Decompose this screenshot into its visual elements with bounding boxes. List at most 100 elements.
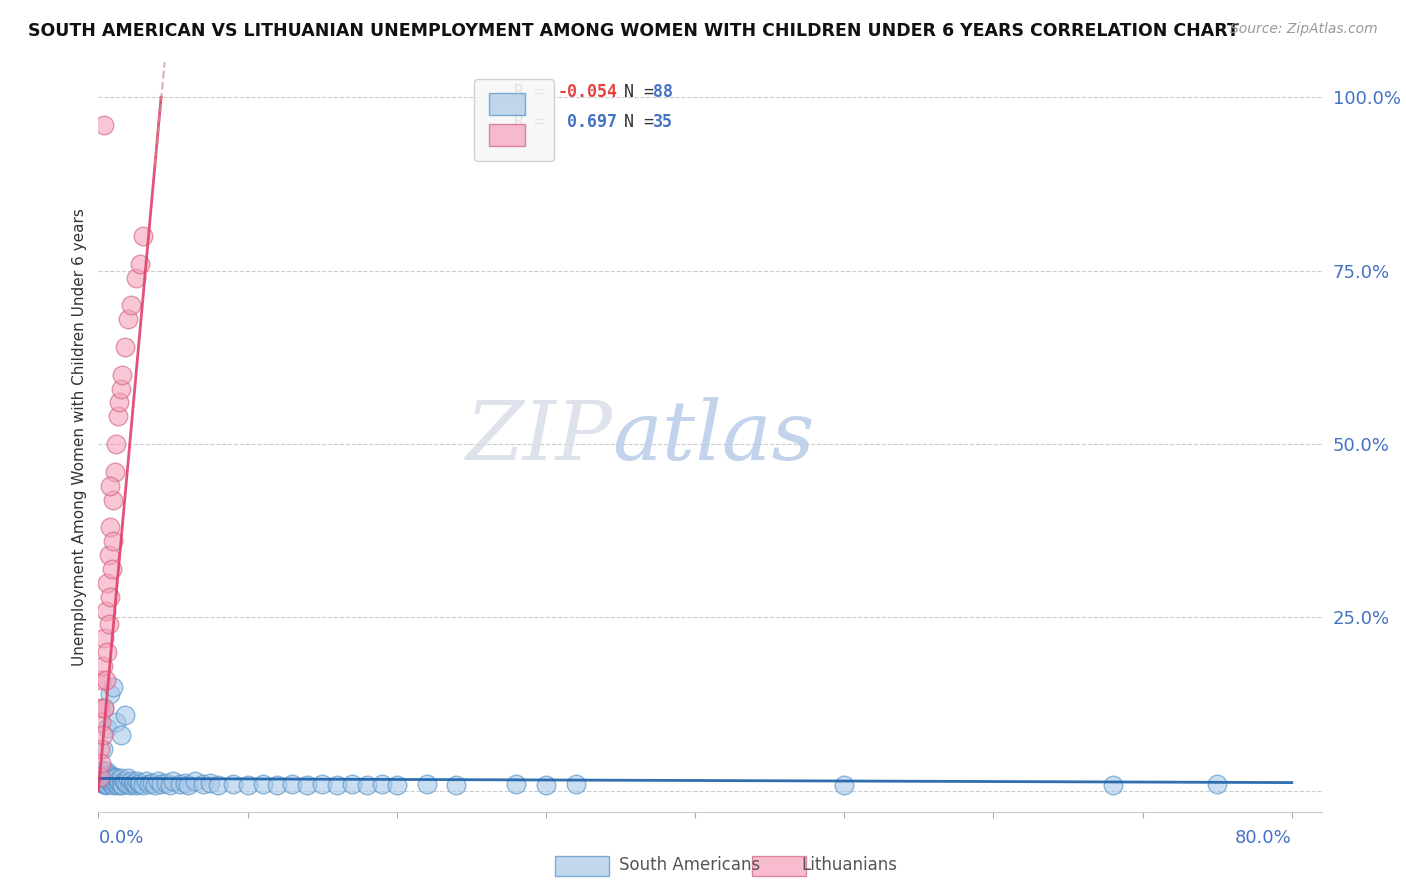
Point [150,777,173,791]
Point [191,777,214,791]
Point [125,778,148,792]
Text: Source: ZipAtlas.com: Source: ZipAtlas.com [1230,22,1378,37]
Point [169,777,191,791]
Point [89,742,111,756]
Point [115,777,138,791]
Point [104,775,127,789]
Point [93,700,115,714]
Point [1101,778,1123,792]
Point [101,777,124,791]
Point [94,764,117,779]
Point [236,778,259,792]
Point [138,777,160,791]
Point [110,772,132,786]
Point [111,778,134,792]
Point [297,778,319,792]
Point [565,777,588,791]
Point [266,778,288,792]
Point [117,772,139,786]
Point [112,773,135,788]
Point [89,770,111,784]
Point [91,772,114,786]
Point [101,772,124,786]
Point [96,770,118,784]
Point [146,773,169,788]
Point [122,775,145,789]
Point [98,687,121,701]
Point [114,340,136,354]
Point [371,777,394,791]
Text: 35: 35 [652,113,672,131]
Point [326,778,349,792]
Point [162,773,184,788]
Point [105,437,128,451]
Point [98,769,121,783]
Point [104,770,127,784]
Point [120,773,142,788]
Point [108,395,131,409]
Point [91,742,114,756]
Point [105,777,128,791]
Point [107,772,129,787]
Point [89,770,111,784]
Point [101,562,124,576]
Text: atlas: atlas [612,397,814,477]
Point [94,772,117,787]
Point [94,673,117,687]
Point [93,700,115,714]
Text: 0.0%: 0.0% [98,829,143,847]
Point [1206,777,1229,791]
Point [90,714,112,729]
Text: SOUTH AMERICAN VS LITHUANIAN UNEMPLOYMENT AMONG WOMEN WITH CHILDREN UNDER 6 YEAR: SOUTH AMERICAN VS LITHUANIAN UNEMPLOYMEN… [28,22,1239,40]
Point [114,775,136,789]
Text: N =: N = [603,113,664,131]
Point [107,778,129,792]
Point [98,478,121,492]
Point [221,777,243,791]
Point [118,778,141,792]
Point [129,775,152,789]
Point [143,778,166,792]
Point [174,775,197,789]
Point [97,548,120,562]
Point [108,775,131,789]
Point [252,777,274,791]
Point [125,270,148,285]
Point [832,778,855,792]
Point [90,756,112,771]
Point [184,773,207,788]
Point [91,659,114,673]
Point [90,766,112,780]
Point [89,700,111,714]
Text: 80.0%: 80.0% [1234,829,1292,847]
Point [107,409,129,424]
Point [446,778,468,792]
Point [103,492,125,507]
Point [96,645,118,659]
Point [111,368,134,382]
Point [534,778,557,792]
Point [200,775,222,789]
Point [90,673,112,687]
Point [96,722,118,736]
Point [93,118,115,132]
Point [98,520,121,534]
Point [110,777,132,791]
Text: -0.054: -0.054 [557,84,617,102]
Point [340,777,363,791]
Point [132,778,155,792]
Point [97,774,120,789]
Point [94,778,117,792]
Point [96,777,118,791]
Point [114,707,136,722]
Point [91,763,114,777]
Point [311,777,333,791]
Point [90,773,112,788]
Point [103,773,125,788]
Point [91,728,114,742]
Point [155,775,177,789]
Point [129,257,152,271]
Point [121,777,143,791]
Point [207,778,229,792]
Point [505,777,527,791]
